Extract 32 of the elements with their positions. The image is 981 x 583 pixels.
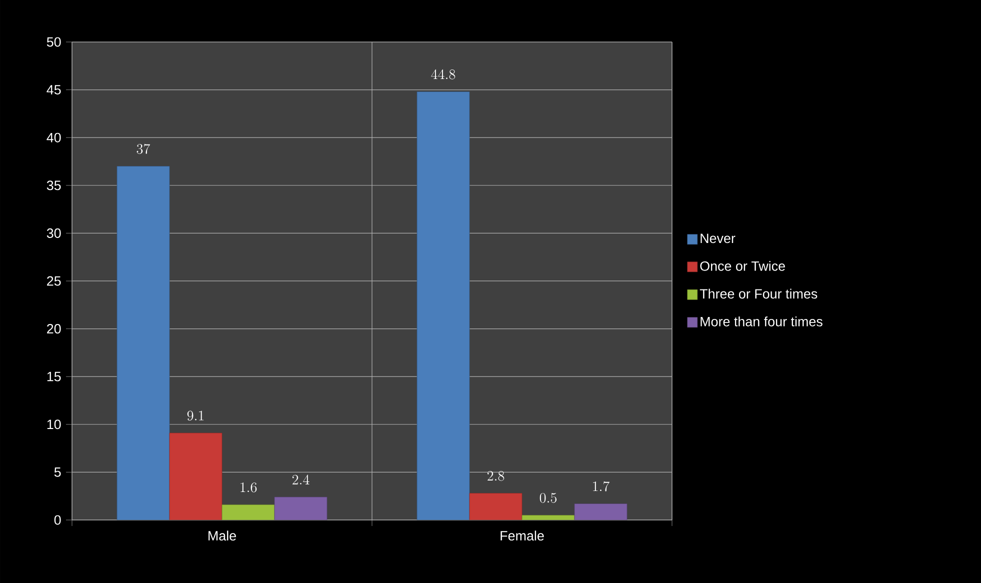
bar xyxy=(169,432,222,520)
bar xyxy=(274,496,328,520)
y-tick-label: 10 xyxy=(47,420,61,430)
data-label: 2.4 xyxy=(292,474,310,484)
data-label: 44.8 xyxy=(431,69,456,80)
y-tick-label: 15 xyxy=(47,372,61,382)
y-tick-label: 35 xyxy=(46,180,61,190)
y-tick-label: 50 xyxy=(46,37,61,47)
data-label: 2.8 xyxy=(487,471,504,481)
x-tick-label: Male xyxy=(208,530,236,541)
bar xyxy=(469,493,522,520)
data-label: 0.5 xyxy=(540,492,557,503)
y-tick-label: 0 xyxy=(54,515,61,525)
bar xyxy=(116,166,170,520)
data-label: 1 .7 xyxy=(593,481,610,492)
data-label: 37 xyxy=(136,144,150,154)
y-tick-label: 40 xyxy=(46,132,61,142)
bar xyxy=(222,504,275,520)
y-tick-label: 25 xyxy=(47,276,61,286)
legend-label: Three or Four times xyxy=(700,288,818,299)
data-label: 1 .6 xyxy=(240,482,257,492)
y-tick-label: 5 xyxy=(54,467,61,477)
bar xyxy=(574,504,628,520)
y-tick-label: 30 xyxy=(46,228,61,238)
legend-label: Never xyxy=(700,234,736,244)
y-tick-label: 45 xyxy=(46,85,61,94)
legend-label: Once or Twice xyxy=(700,260,785,271)
data-label: 9. 1 xyxy=(187,410,204,421)
y-tick-label: 20 xyxy=(47,324,61,334)
x-tick-label: Female xyxy=(500,530,544,541)
bar xyxy=(416,92,470,520)
legend-label: More than four times xyxy=(700,316,822,326)
